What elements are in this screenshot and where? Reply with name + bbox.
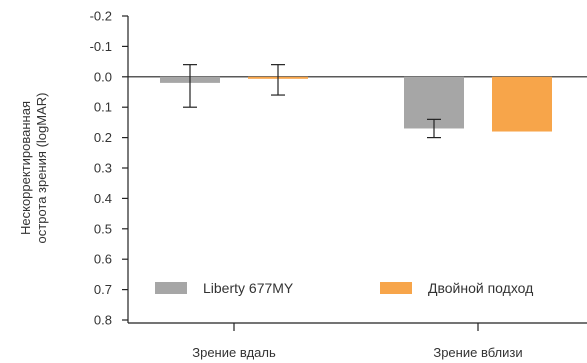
- y-tick-label: 0.4: [94, 191, 112, 206]
- y-tick-label: 0.7: [94, 282, 112, 297]
- y-tick-label: 0.8: [94, 313, 112, 328]
- x-category-label: Зрение вблизи: [433, 345, 522, 360]
- y-axis-title-line: острота зрения (logMAR): [34, 93, 49, 244]
- bars: [160, 64, 552, 139]
- x-category-label: Зрение вдаль: [192, 345, 276, 360]
- y-tick-label: 0.3: [94, 161, 112, 176]
- y-axis-title: Нескорректированная острота зрения (logMA…: [18, 93, 49, 244]
- y-tick-label: -0.2: [90, 9, 112, 24]
- y-tick-label: 0.2: [94, 130, 112, 145]
- y-tick-label: -0.1: [90, 39, 112, 54]
- x-axis: Зрение вдаль Зрение вблизи: [128, 322, 587, 360]
- legend-label: Двойной подход: [428, 280, 533, 296]
- y-axis: -0.2 -0.1 0.0 0.1 0.2 0.3 0.4 0.5 0.6 0.7 0.8: [90, 9, 129, 328]
- y-axis-title-line: Нескорректированная: [18, 101, 33, 235]
- legend-label: Liberty 677MY: [203, 280, 294, 296]
- y-tick-label: 0.6: [94, 252, 112, 267]
- y-tick-label: 0.5: [94, 221, 112, 236]
- y-tick-label: 0.0: [94, 69, 112, 84]
- legend: Liberty 677MY Двойной подход: [155, 280, 533, 296]
- y-tick-label: 0.1: [94, 100, 112, 115]
- legend-swatch: [380, 282, 412, 294]
- legend-swatch: [155, 282, 187, 294]
- bar: [492, 76, 552, 132]
